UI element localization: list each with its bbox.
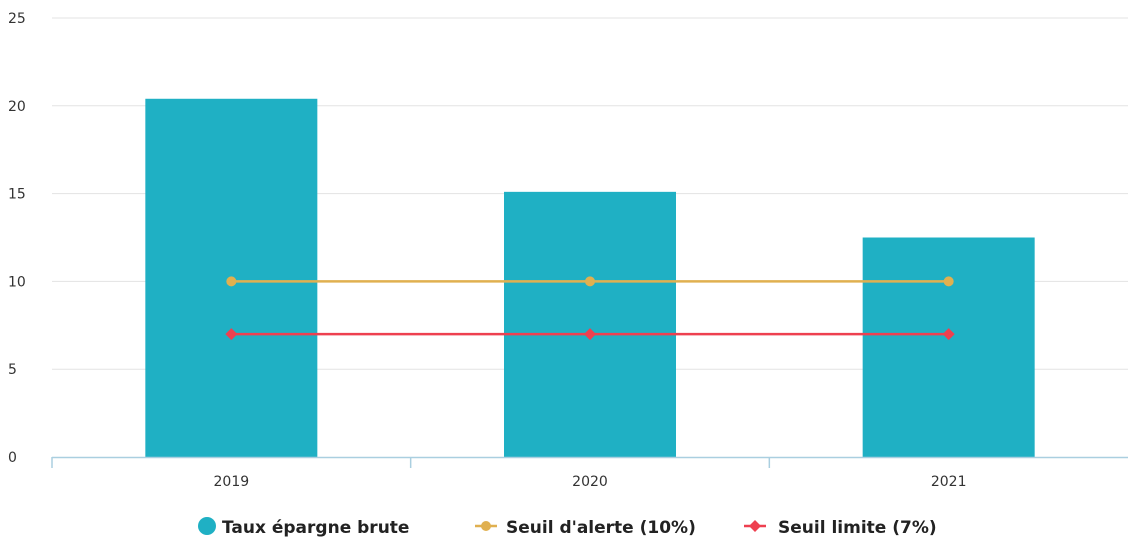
line-point-0-2019 — [226, 276, 237, 287]
legend-label-1: Seuil d'alerte (10%) — [506, 518, 696, 538]
legend-marker-1 — [481, 521, 491, 531]
line-point-1-2019 — [225, 328, 238, 341]
line-point-0-2020 — [585, 276, 595, 287]
y-tick-label: 0 — [8, 450, 17, 466]
line-point-0-2021 — [943, 276, 954, 287]
line-series — [225, 276, 955, 341]
x-axis — [51, 456, 1128, 468]
y-tick-label: 15 — [8, 187, 26, 203]
y-tick-label: 25 — [8, 11, 26, 27]
y-tick-label: 20 — [8, 99, 26, 115]
legend-swatch-0 — [198, 517, 216, 535]
x-axis-ticks: 2019 2020 2021 — [214, 474, 967, 490]
legend-label-2: Seuil limite (7%) — [778, 518, 937, 538]
legend-item-2: Seuil limite (7%) — [744, 518, 937, 538]
legend: Taux épargne brute Seuil d'alerte (10%) Se… — [198, 517, 937, 538]
bar-series — [145, 98, 1035, 457]
line-point-1-2021 — [942, 328, 955, 341]
x-tick-label: 2021 — [931, 474, 967, 490]
x-tick-label: 2019 — [214, 474, 250, 490]
y-tick-label: 5 — [8, 362, 17, 378]
x-tick-label: 2020 — [572, 474, 608, 490]
legend-label-0: Taux épargne brute — [222, 518, 409, 538]
legend-marker-2 — [749, 520, 761, 532]
line-point-1-2020 — [584, 328, 596, 341]
y-tick-label: 10 — [8, 274, 26, 290]
bar-2021 — [862, 237, 1035, 457]
legend-item-1: Seuil d'alerte (10%) — [475, 518, 696, 538]
bar-2020 — [504, 191, 676, 457]
y-axis-ticks: 0 5 10 15 20 25 — [8, 11, 26, 466]
legend-item-0: Taux épargne brute — [198, 517, 409, 538]
